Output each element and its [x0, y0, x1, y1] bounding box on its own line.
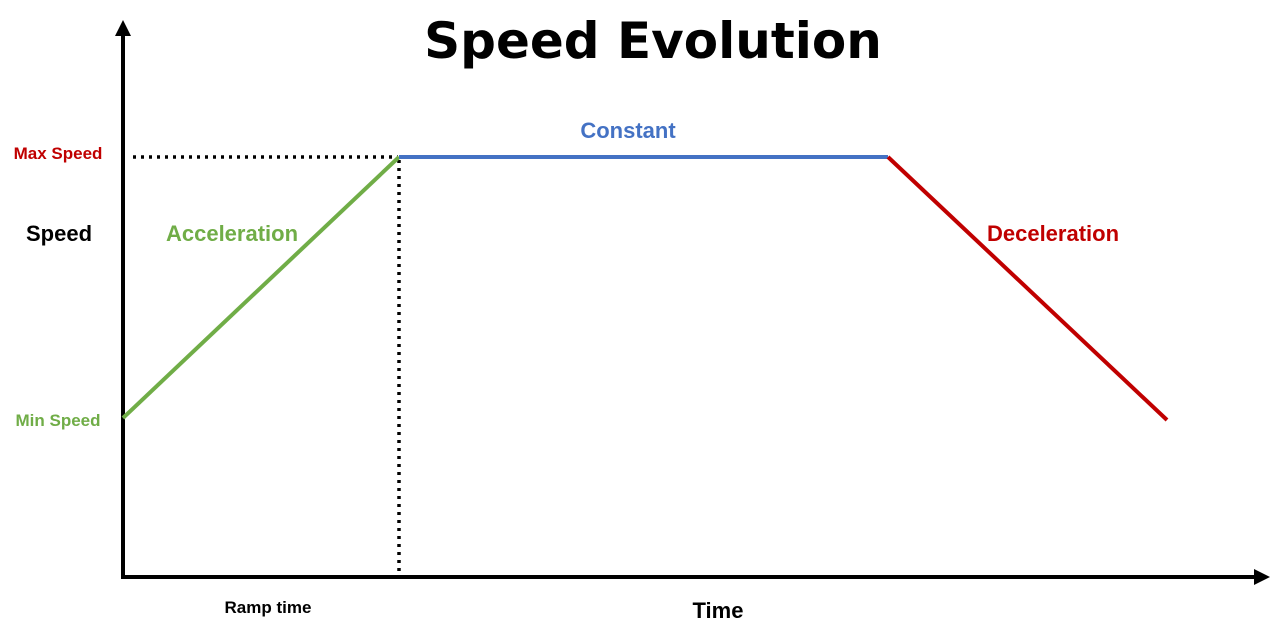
acceleration-label: Acceleration	[166, 221, 298, 246]
constant-label: Constant	[580, 118, 676, 143]
y-axis-arrowhead	[115, 20, 131, 36]
x-axis-arrowhead	[1254, 569, 1270, 585]
deceleration-label: Deceleration	[987, 221, 1119, 246]
x-axis-label: Time	[693, 598, 744, 623]
deceleration-segment	[886, 155, 1169, 422]
diagram-title: Speed Evolution	[424, 12, 882, 70]
min-speed-label: Min Speed	[15, 411, 100, 430]
y-axis-label: Speed	[26, 221, 92, 246]
acceleration-segment	[121, 155, 401, 420]
max-speed-label: Max Speed	[14, 144, 103, 163]
ramp-time-label: Ramp time	[225, 598, 312, 617]
